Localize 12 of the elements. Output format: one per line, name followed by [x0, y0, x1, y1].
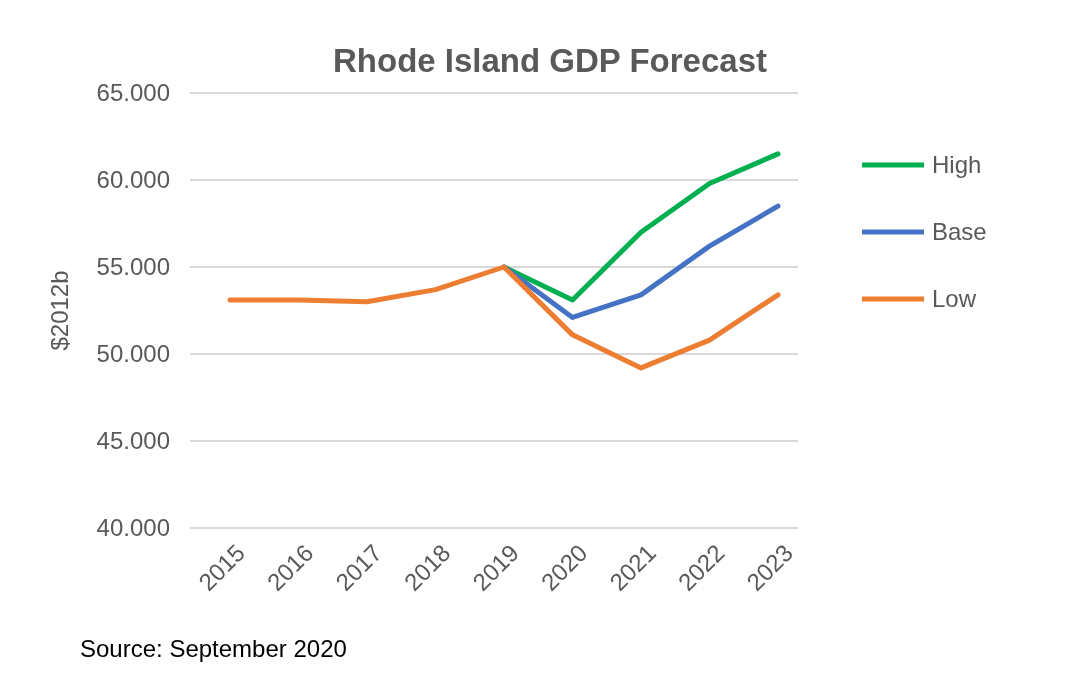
y-tick-label: 45.000 [96, 427, 170, 454]
y-tick-label: 60.000 [96, 166, 170, 193]
legend-label: High [932, 151, 982, 178]
legend-label: Base [932, 218, 987, 245]
y-tick-label: 40.000 [96, 514, 170, 541]
y-tick-label: 50.000 [96, 340, 170, 367]
y-tick-label: 65.000 [96, 79, 170, 106]
y-tick-label: 55.000 [96, 253, 170, 280]
source-note: Source: September 2020 [80, 635, 347, 662]
chart-title: Rhode Island GDP Forecast [333, 42, 768, 79]
legend-label: Low [932, 285, 977, 312]
y-axis-title: $2012b [46, 270, 73, 351]
